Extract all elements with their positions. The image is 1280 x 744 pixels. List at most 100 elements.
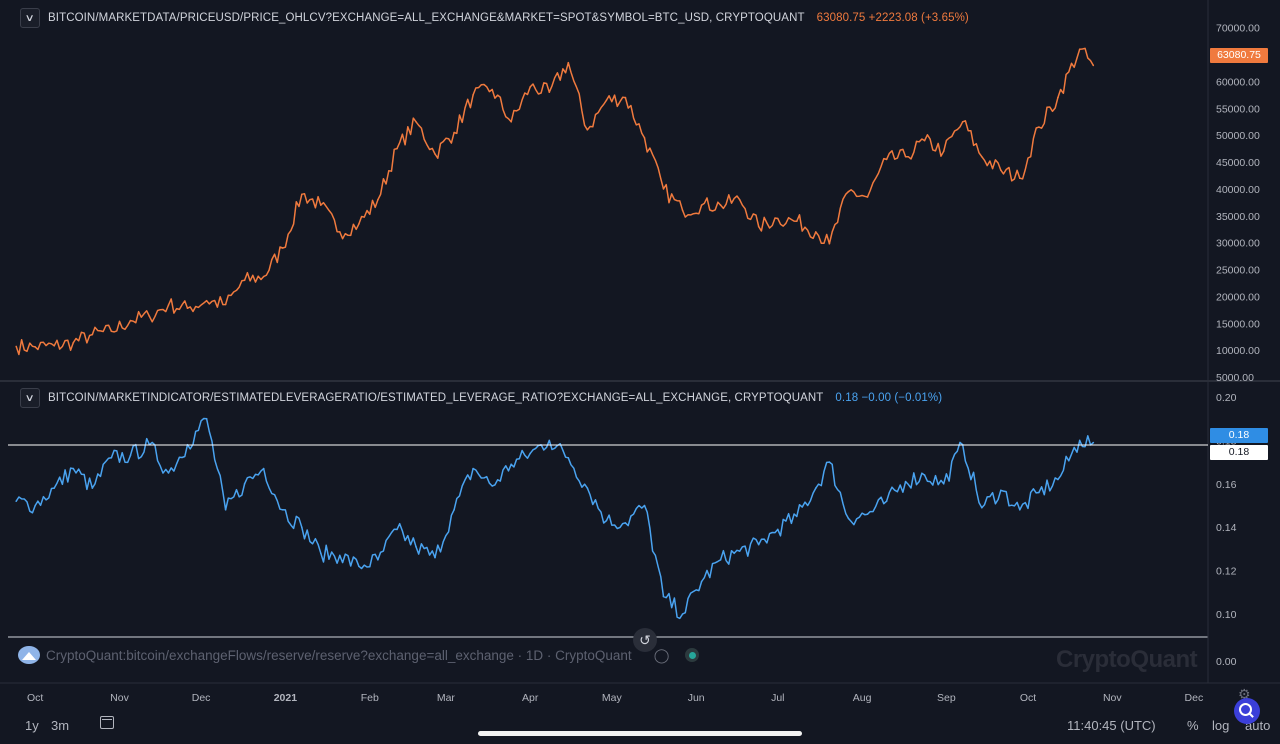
x-tick-label: Dec xyxy=(1185,692,1204,704)
data-point xyxy=(1000,489,1002,492)
data-point xyxy=(167,472,170,474)
data-point xyxy=(15,500,17,503)
zoom-icon[interactable] xyxy=(1234,698,1260,724)
data-point xyxy=(624,522,627,524)
data-point xyxy=(339,231,341,233)
data-point xyxy=(1078,439,1081,442)
y-tick-label: 25000.00 xyxy=(1216,265,1260,277)
series-line xyxy=(15,417,1094,620)
range-1y-button[interactable]: 1y xyxy=(25,718,39,733)
data-point xyxy=(301,526,303,528)
data-point xyxy=(510,121,512,123)
data-point xyxy=(567,61,570,64)
data-point xyxy=(262,275,265,278)
price-last-value-tag: 63080.75 xyxy=(1210,48,1268,63)
data-point xyxy=(186,307,189,310)
data-point xyxy=(1000,169,1002,171)
data-point xyxy=(91,333,94,336)
data-point xyxy=(34,504,36,507)
y-tick-label: 0.20 xyxy=(1216,392,1237,404)
data-point xyxy=(301,193,303,196)
data-point xyxy=(777,217,779,220)
leverage-symbol-label: BITCOIN/MARKETINDICATOR/ESTIMATEDLEVERAG… xyxy=(48,392,824,404)
data-point xyxy=(205,417,208,420)
leverage-collapse-button[interactable]: ∨ xyxy=(20,388,40,408)
data-point xyxy=(548,439,551,442)
x-tick-label: Jul xyxy=(771,692,784,704)
data-point xyxy=(700,580,703,583)
data-point xyxy=(377,198,379,201)
calendar-icon[interactable] xyxy=(100,716,114,729)
y-tick-label: 40000.00 xyxy=(1216,184,1260,196)
eye-off-icon[interactable]: ◯ xyxy=(653,646,670,663)
x-tick-label: 2021 xyxy=(274,692,298,704)
data-point xyxy=(396,147,398,150)
data-point xyxy=(72,341,75,344)
y-tick-label: 55000.00 xyxy=(1216,103,1260,115)
data-point xyxy=(339,554,341,557)
data-point xyxy=(1038,126,1040,128)
data-point xyxy=(358,223,360,225)
data-point xyxy=(1092,441,1095,444)
data-point xyxy=(757,543,760,546)
data-point xyxy=(567,457,570,459)
cryptoquant-logo-icon xyxy=(18,646,40,664)
data-point xyxy=(847,190,850,193)
x-tick-label: Aug xyxy=(853,692,872,704)
chevron-down-icon: ∨ xyxy=(24,392,36,404)
data-point xyxy=(1078,48,1081,50)
data-point xyxy=(110,457,113,459)
data-point xyxy=(1019,177,1021,179)
home-indicator xyxy=(478,731,802,736)
y-tick-label: 70000.00 xyxy=(1216,23,1260,35)
data-point xyxy=(110,330,113,333)
x-tick-label: May xyxy=(602,692,623,704)
data-point xyxy=(320,204,322,206)
percent-button[interactable]: % xyxy=(1187,718,1199,733)
price-symbol-label: BITCOIN/MARKETDATA/PRICEUSD/PRICE_OHLCV?… xyxy=(48,12,805,24)
chevron-down-icon: ∨ xyxy=(24,12,36,24)
data-point xyxy=(91,487,94,489)
data-point xyxy=(961,121,964,123)
data-point xyxy=(281,247,284,249)
log-button[interactable]: log xyxy=(1212,718,1230,733)
data-point xyxy=(167,304,170,306)
y-tick-label: 10000.00 xyxy=(1216,345,1260,357)
data-point xyxy=(738,198,741,201)
data-point xyxy=(923,474,926,476)
crosshair-value-tag: 0.18 xyxy=(1210,445,1268,460)
data-point xyxy=(796,515,798,518)
data-point xyxy=(529,452,531,455)
data-point xyxy=(453,131,455,134)
range-3m-button[interactable]: 3m xyxy=(51,718,70,733)
data-point xyxy=(757,225,760,228)
layer3-legend[interactable]: CryptoQuant:bitcoin/exchangeFlows/reserv… xyxy=(18,646,700,664)
data-point xyxy=(923,139,926,142)
data-point xyxy=(815,231,817,233)
data-point xyxy=(719,559,722,561)
data-point xyxy=(662,595,665,598)
data-point xyxy=(624,96,627,99)
data-point xyxy=(377,559,379,561)
price-legend: ∨ BITCOIN/MARKETDATA/PRICEUSD/PRICE_OHLC… xyxy=(20,8,969,28)
data-point xyxy=(243,279,246,282)
data-point xyxy=(605,519,608,522)
data-point xyxy=(15,345,17,348)
x-tick-label: Feb xyxy=(361,692,379,704)
reset-icon[interactable]: ↺ xyxy=(633,628,657,652)
y-tick-label: 5000.00 xyxy=(1216,372,1254,384)
data-point xyxy=(866,196,869,198)
y-tick-label: 20000.00 xyxy=(1216,291,1260,303)
price-collapse-button[interactable]: ∨ xyxy=(20,8,40,28)
x-tick-label: Nov xyxy=(1103,692,1122,704)
leverage-last-value-tag: 0.18 xyxy=(1210,428,1268,443)
data-point xyxy=(942,483,945,485)
y-tick-label: 45000.00 xyxy=(1216,157,1260,169)
y-tick-label: 35000.00 xyxy=(1216,211,1260,223)
data-point xyxy=(681,613,684,615)
data-point xyxy=(981,155,983,158)
data-point xyxy=(885,158,888,161)
y-tick-label: 0.14 xyxy=(1216,522,1237,534)
data-point xyxy=(148,315,151,318)
